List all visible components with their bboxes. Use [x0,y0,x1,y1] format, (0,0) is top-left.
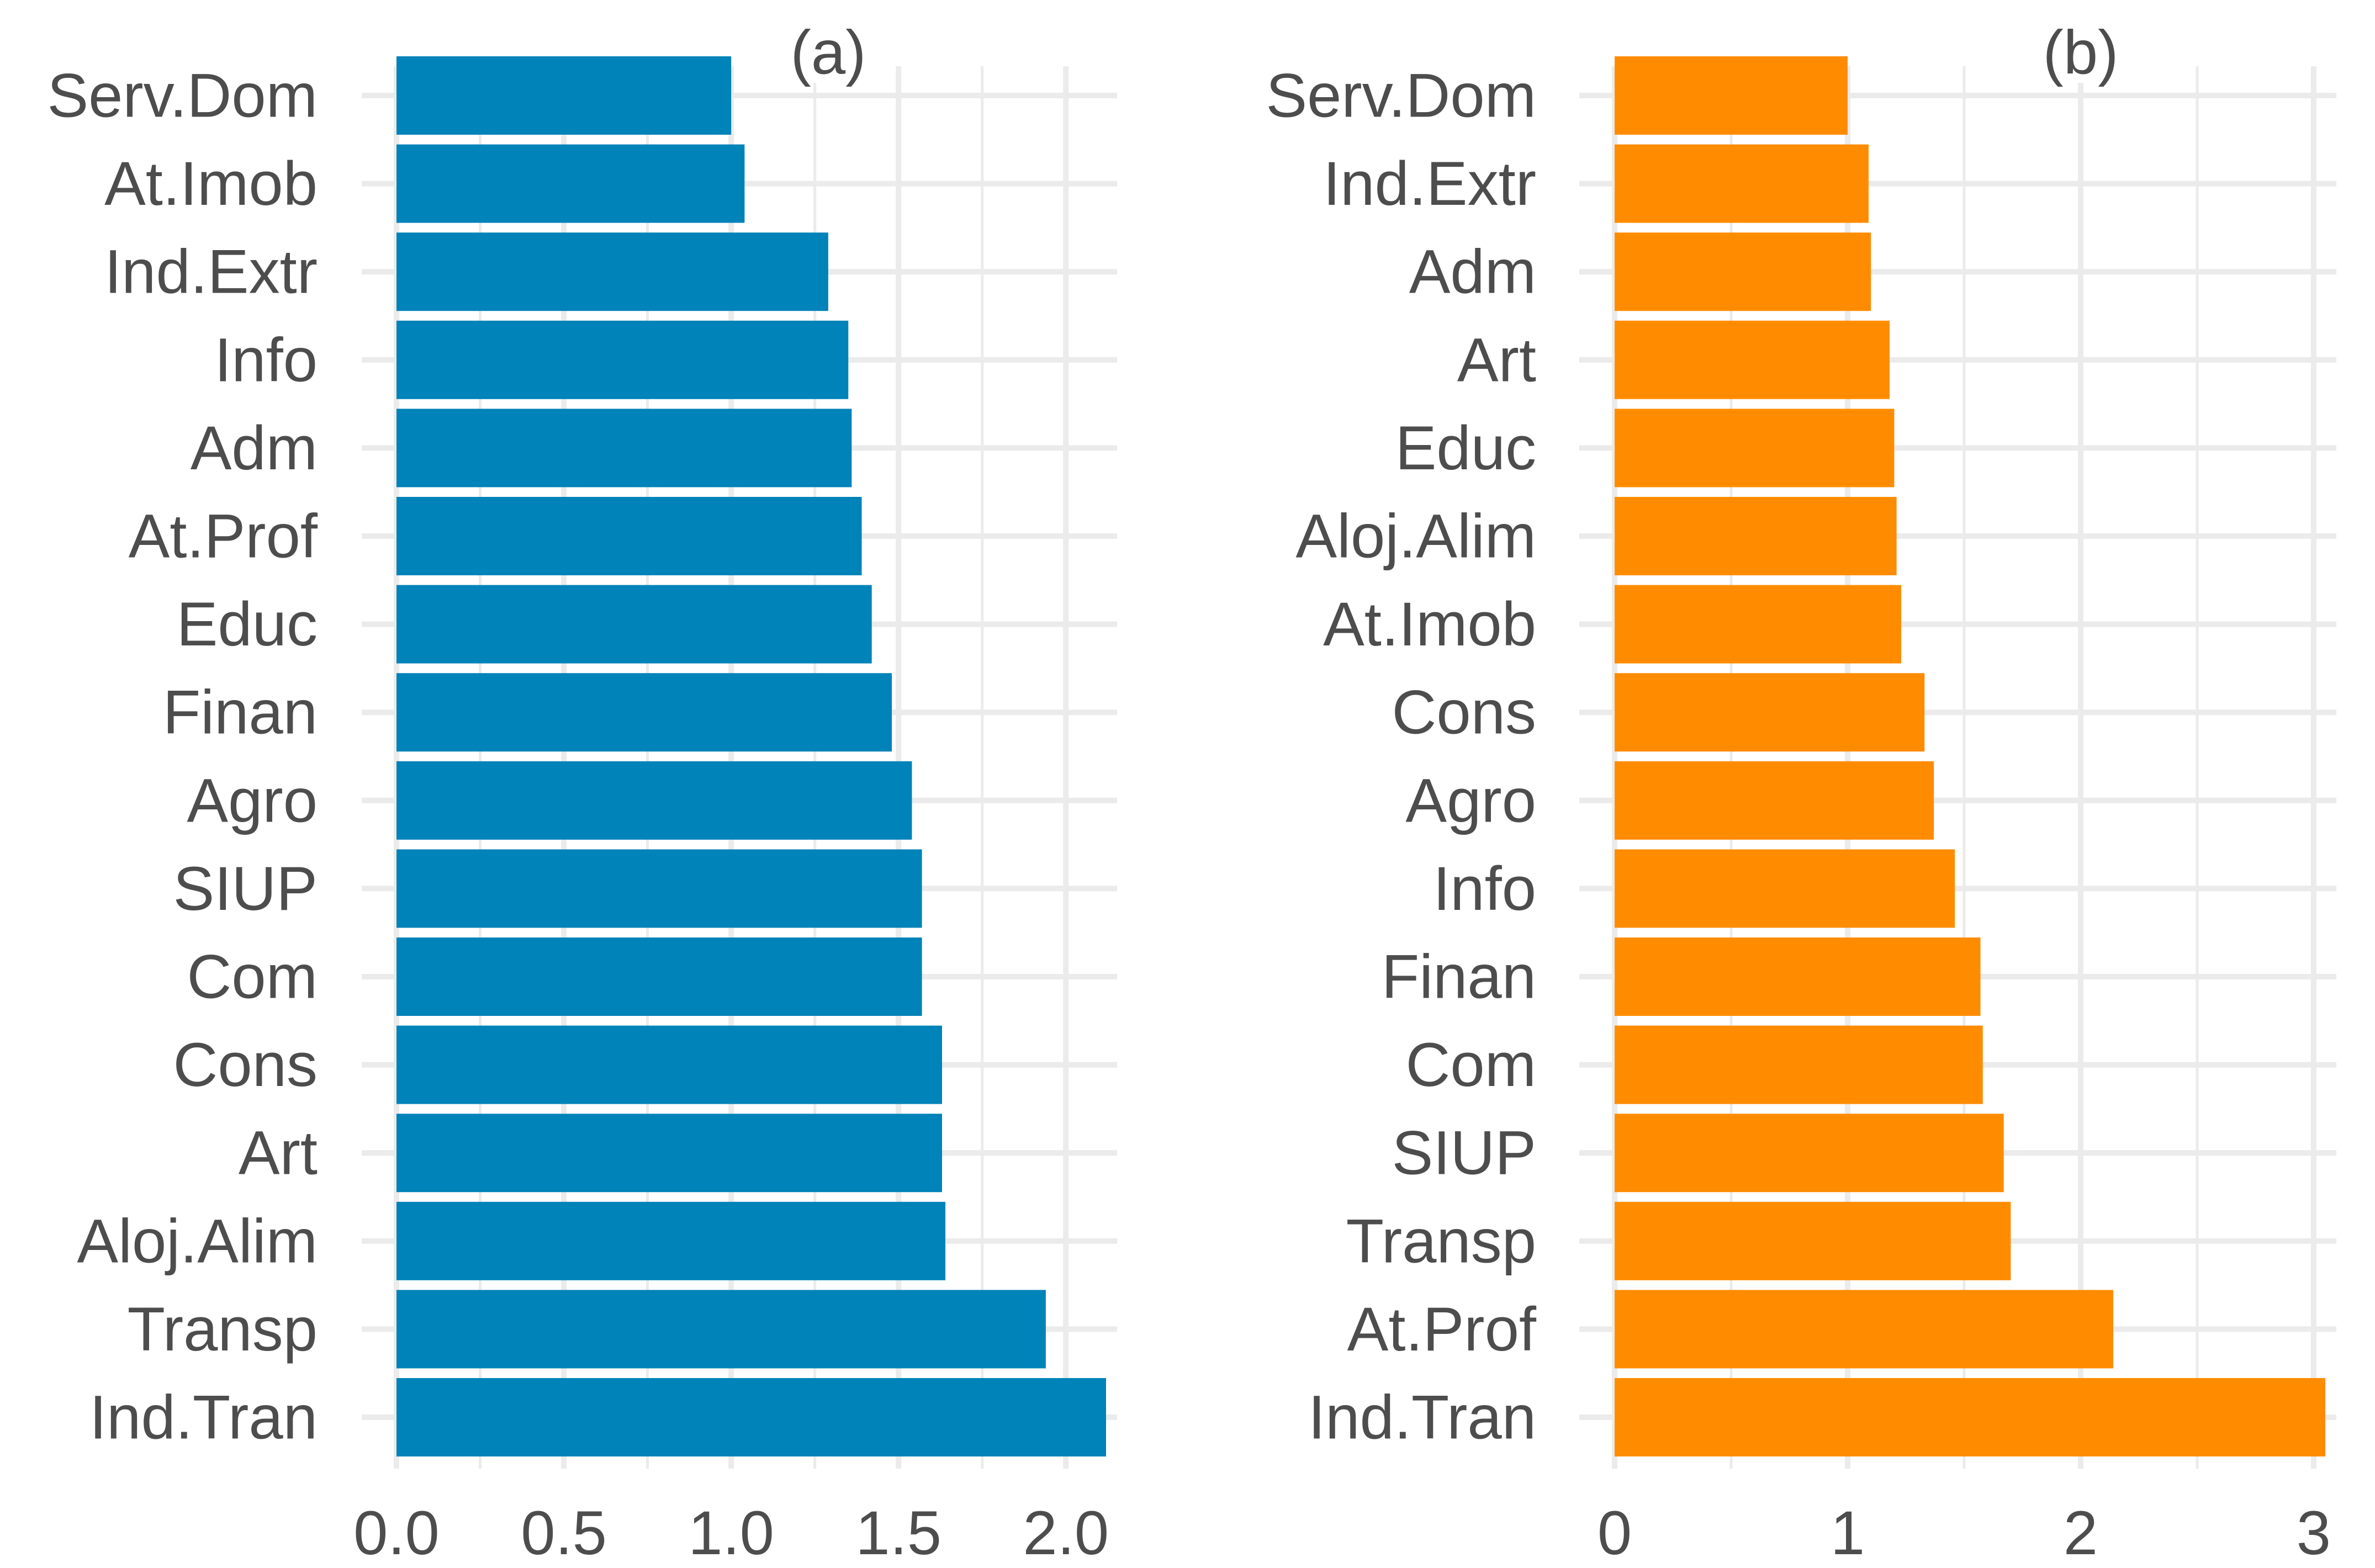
panel-b-category-label: Finan [1382,942,1536,1011]
panel-b-category-label: Cons [1392,678,1536,747]
panel-b-category-label: Adm [1409,237,1536,306]
panel-a-bar-adm [396,409,852,488]
panel-a-category-label: Art [239,1119,318,1188]
panel-b-category-label: At.Imob [1323,590,1536,659]
panel-a-category-label: Aloj.Alim [77,1206,318,1275]
panel-b-bar-info [1615,849,1955,928]
panel-b-category-label: Aloj.Alim [1295,502,1536,571]
panel-a-category-label: Cons [173,1030,318,1099]
panel-b-title-backdrop [2014,11,2147,83]
panel-a-category-label: At.Imob [104,149,318,218]
panel-b-category-label: Transp [1346,1206,1536,1275]
panel-b-x-tick-label: 1 [1831,1498,1865,1567]
panel-a-title-backdrop [762,11,895,83]
panel-b-bar-at-prof [1615,1290,2114,1369]
panel-a-bar-cons [396,1025,942,1104]
panel-b-category-label: Art [1457,325,1536,394]
panel-a-category-label: Com [187,942,318,1011]
panel-b-category-label: Com [1406,1030,1536,1099]
panel-a-x-tick-label: 1.0 [688,1498,774,1567]
panel-a-bar-finan [396,673,892,752]
panel-b-category-label: At.Prof [1347,1295,1537,1364]
panel-a-bar-transp [396,1290,1046,1369]
panel-a-bar-serv-dom [396,56,732,135]
panel-a-bar-chart: Serv.Dom At.Imob Ind.Extr Info Adm At.Prof Edu… [47,11,1117,1567]
panel-a-bar-art [396,1114,942,1193]
panel-a-category-label: Agro [187,766,318,835]
panel-a-bar-siup [396,849,922,928]
panel-a-bar-ind-tran [396,1378,1106,1456]
panel-a-category-label: Finan [163,678,318,747]
panel-a-bar-com [396,937,922,1016]
panel-b-x-tick-label: 2 [2064,1498,2098,1567]
panel-b-x-tick-label: 3 [2297,1498,2331,1567]
panel-b-bar-cons [1615,673,1925,752]
panel-a-category-label: Serv.Dom [47,61,318,130]
panel-b-bar-adm [1615,232,1871,311]
panel-a-bar-agro [396,761,912,840]
panel-a-category-label: Transp [128,1295,318,1364]
panel-b-bar-at-imob [1615,585,1902,664]
panel-a-category-label: SIUP [173,854,318,923]
panel-b-category-label: Serv.Dom [1266,61,1536,130]
panel-b-bar-aloj-alim [1615,497,1897,575]
panel-a-category-label: Educ [177,590,318,659]
panel-b-bar-ind-extr [1615,144,1869,223]
panel-b-title: (b) [2043,18,2119,87]
panel-b-category-label: Educ [1395,414,1536,483]
panel-b-category-label: Ind.Tran [1308,1383,1536,1452]
panel-a-bar-educ [396,585,872,664]
panel-a-bar-aloj-alim [396,1201,946,1280]
panel-b-bar-agro [1615,761,1934,840]
panel-a-category-label: Adm [191,414,318,483]
panel-b-bar-transp [1615,1201,2011,1280]
panel-b-bar-art [1615,320,1890,399]
panel-a-x-tick-label: 2.0 [1023,1498,1109,1567]
panel-b-bar-finan [1615,937,1981,1016]
panel-b-category-label: Ind.Extr [1323,149,1536,218]
panel-a-category-label: Ind.Extr [104,237,318,306]
panel-a-category-label: Ind.Tran [89,1383,318,1452]
panel-b-bar-ind-tran [1615,1378,2325,1456]
panel-a-bar-info [396,320,849,399]
panel-b-bar-serv-dom [1615,56,1848,135]
panel-a-category-label: At.Prof [129,502,318,571]
panel-b-category-label: SIUP [1392,1119,1536,1188]
panel-b-bar-siup [1615,1114,2004,1193]
panel-a-x-tick-label: 1.5 [855,1498,941,1567]
panel-b-category-label: Info [1433,854,1536,923]
panel-a-bar-ind-extr [396,232,828,311]
panel-a-category-label: Info [214,325,318,394]
panel-b-category-label: Agro [1405,766,1536,835]
panel-a-x-tick-label: 0.5 [521,1498,607,1567]
panel-b-bar-educ [1615,409,1895,488]
panel-b-bar-chart: Serv.Dom Ind.Extr Adm Art Educ Aloj.Alim At.Im… [1266,11,2336,1567]
panel-b-x-tick-label: 0 [1598,1498,1632,1567]
panel-b-bar-com [1615,1025,1983,1104]
panel-a-bar-at-prof [396,497,862,575]
panel-a-bar-at-imob [396,144,745,223]
panel-a-x-tick-label: 0.0 [353,1498,440,1567]
panel-a-title: (a) [791,18,866,87]
